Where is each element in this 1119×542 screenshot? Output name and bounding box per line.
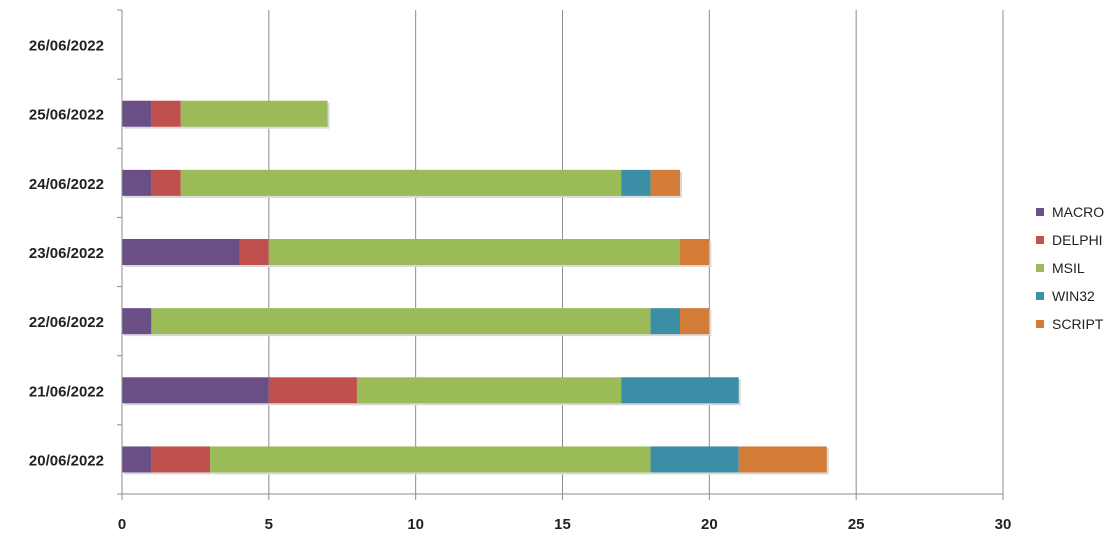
bar-segment-script	[679, 239, 710, 265]
legend-label: DELPHI	[1052, 232, 1103, 248]
bar-segment-macro	[122, 446, 152, 473]
bar-segment-msil	[180, 100, 328, 127]
axes	[117, 9, 1004, 500]
legend: MACRO DELPHI MSIL WIN32 SCRIPT	[1036, 198, 1119, 338]
legend-label: WIN32	[1052, 288, 1095, 304]
legend-swatch	[1036, 264, 1044, 272]
bar-segment-msil	[180, 169, 622, 196]
bar-segment-script	[650, 169, 680, 196]
bar-segment-delphi	[239, 239, 269, 265]
category-label: 21/06/2022	[29, 383, 104, 400]
x-tick-label: 5	[265, 516, 273, 533]
legend-swatch	[1036, 208, 1044, 216]
bar-segment-win32	[650, 446, 739, 473]
bar-segment-script	[738, 446, 827, 473]
category-labels: 20/06/2022 21/06/2022 22/06/2022 23/06/2022…	[29, 38, 104, 470]
bar-segment-delphi	[151, 100, 181, 127]
bar-segment-macro	[122, 169, 152, 196]
bar-segment-msil	[268, 239, 680, 265]
category-label: 26/06/2022	[29, 38, 104, 55]
x-tick-label: 25	[848, 516, 865, 533]
x-tick-label: 10	[407, 516, 424, 533]
x-tick-label: 30	[995, 516, 1012, 533]
legend-swatch	[1036, 292, 1044, 300]
bar-segment-macro	[122, 239, 240, 265]
x-tick-label: 20	[701, 516, 718, 533]
x-tick-label: 15	[554, 516, 571, 533]
bar-segment-win32	[650, 308, 680, 335]
legend-item: MACRO	[1036, 198, 1119, 226]
bar-segment-msil	[151, 308, 651, 335]
bars	[122, 100, 829, 475]
bar-segment-msil	[210, 446, 651, 473]
legend-label: SCRIPT	[1052, 316, 1104, 332]
category-label: 23/06/2022	[29, 245, 104, 262]
bar-segment-macro	[122, 308, 152, 335]
bar-segment-win32	[621, 169, 651, 196]
category-label: 24/06/2022	[29, 176, 104, 193]
legend-item: DELPHI	[1036, 226, 1119, 254]
legend-item: WIN32	[1036, 282, 1119, 310]
bar-segment-macro	[122, 377, 269, 404]
bar-segment-macro	[122, 100, 152, 127]
bar-segment-win32	[621, 377, 739, 404]
legend-label: MACRO	[1052, 204, 1105, 220]
legend-item: MSIL	[1036, 254, 1119, 282]
bar-segment-delphi	[151, 446, 211, 473]
category-label: 25/06/2022	[29, 107, 104, 124]
bar-segment-script	[679, 308, 710, 335]
legend-label: MSIL	[1052, 260, 1085, 276]
x-tick-label: 0	[118, 516, 126, 533]
bar-segment-delphi	[151, 169, 181, 196]
legend-item: SCRIPT	[1036, 310, 1119, 338]
legend-swatch	[1036, 236, 1044, 244]
x-tick-labels: 0 5 10 15 20 25 30	[118, 516, 1012, 533]
category-label: 20/06/2022	[29, 452, 104, 469]
bar-segment-msil	[356, 377, 622, 404]
bar-segment-delphi	[268, 377, 357, 404]
legend-swatch	[1036, 320, 1044, 328]
category-label: 22/06/2022	[29, 314, 104, 331]
